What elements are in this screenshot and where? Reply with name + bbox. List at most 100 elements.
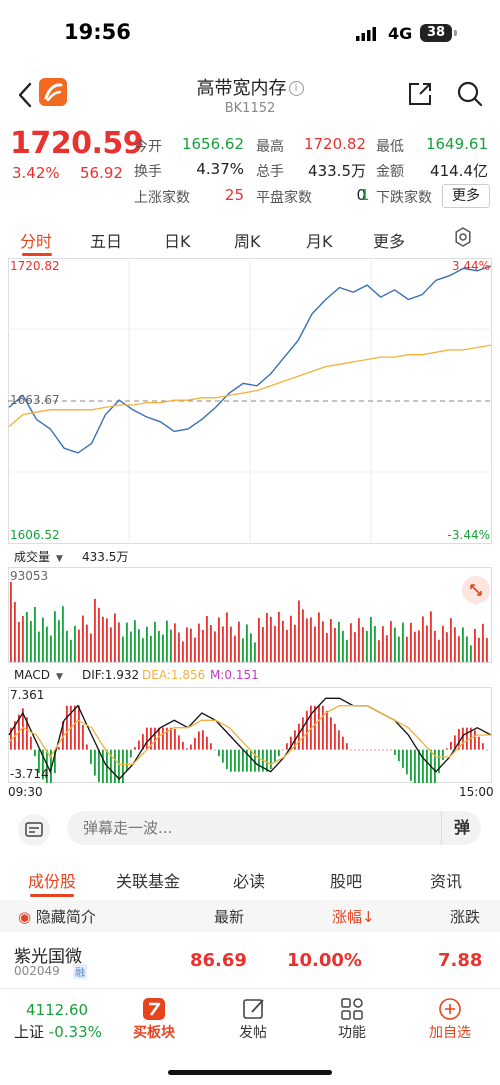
volume-bar <box>326 633 328 662</box>
share-icon[interactable] <box>406 80 434 108</box>
volume-bar <box>478 637 480 662</box>
chart-tab-5[interactable]: 更多 <box>373 232 406 251</box>
volume-bar <box>274 625 276 662</box>
volume-bar <box>114 613 116 662</box>
macd-label[interactable]: MACD ▼ <box>14 668 63 682</box>
board-code: BK1152 <box>224 101 276 116</box>
content-tab-3[interactable]: 股吧 <box>330 872 363 891</box>
chart-tab-3[interactable]: 周K <box>234 232 261 251</box>
buy-board-icon[interactable] <box>140 996 168 1022</box>
macd-bar <box>434 749 436 783</box>
expand-icon[interactable] <box>462 576 490 604</box>
volume-bar <box>346 639 348 662</box>
settings-icon[interactable] <box>453 227 473 247</box>
volume-bar <box>86 624 88 662</box>
nav-buy-board[interactable]: 买板块 <box>133 1025 175 1041</box>
index-name-row[interactable]: 上证 -0.33% <box>14 1023 102 1041</box>
macd-bar <box>86 744 88 750</box>
chart-tab-2[interactable]: 日K <box>164 232 191 251</box>
nav-functions[interactable]: 功能 <box>338 1025 366 1041</box>
volume-bar <box>458 636 460 662</box>
axis-high-label: 1720.82 <box>10 259 60 273</box>
index-value[interactable]: 4112.60 <box>26 1001 89 1019</box>
danmu-send-button[interactable]: 弹 <box>441 811 482 845</box>
post-icon[interactable] <box>240 996 268 1022</box>
macd-bar <box>474 730 476 750</box>
content-tab-4[interactable]: 资讯 <box>430 872 463 891</box>
macd-bar <box>314 705 316 750</box>
macd-bar <box>198 731 200 750</box>
volume-bar <box>474 628 476 662</box>
nav-post[interactable]: 发帖 <box>239 1025 267 1041</box>
time-end: 15:00 <box>459 785 494 799</box>
volume-bar <box>462 627 464 662</box>
macd-bar <box>390 749 392 751</box>
chart-tab-0[interactable]: 分时 <box>20 232 53 251</box>
volume-bar <box>98 607 100 662</box>
stat-label: 最低 <box>376 139 404 155</box>
macd-bar <box>242 749 244 772</box>
volume-bar <box>434 630 436 662</box>
hide-intro-toggle[interactable]: ◉ 隐藏简介 <box>18 908 96 926</box>
volume-bar <box>230 626 232 662</box>
battery-icon: 38 <box>420 24 452 42</box>
volume-bar <box>106 618 108 662</box>
add-watchlist-icon[interactable] <box>436 996 464 1022</box>
macd-bar <box>290 736 292 750</box>
macd-bar <box>486 749 488 751</box>
volume-bar <box>258 618 260 662</box>
macd-bar <box>426 749 428 783</box>
axis-ref-label: 1663.67 <box>10 393 60 407</box>
bottom-bar <box>0 988 500 1085</box>
nav-add-watchlist[interactable]: 加自选 <box>429 1025 471 1041</box>
danmu-icon[interactable] <box>18 814 50 846</box>
search-icon[interactable] <box>456 80 484 108</box>
danmu-input[interactable]: 弹幕走一波... <box>67 811 481 845</box>
column-latest[interactable]: 最新 <box>214 908 245 926</box>
macd-bar <box>318 705 320 750</box>
column-change-pct[interactable]: 涨幅↓ <box>332 908 375 926</box>
macd-bar <box>58 747 60 750</box>
volume-label[interactable]: 成交量 ▼ <box>14 550 63 564</box>
macd-bar <box>234 749 236 772</box>
macd-bar <box>354 749 356 751</box>
volume-bar <box>118 622 120 662</box>
stock-change-pct: 10.00% <box>287 950 362 971</box>
macd-bar <box>302 717 304 750</box>
stock-name[interactable]: 紫光国微 <box>14 947 82 967</box>
column-change[interactable]: 涨跌 <box>450 908 481 926</box>
macd-bar <box>266 749 268 772</box>
macd-bottom: -3.714 <box>10 767 49 781</box>
content-tab-0[interactable]: 成份股 <box>28 872 77 891</box>
functions-icon[interactable] <box>338 996 366 1022</box>
back-icon[interactable] <box>14 80 38 110</box>
intraday-chart[interactable]: 1720.82 1663.67 1606.52 3.44% -3.44% <box>8 258 492 544</box>
volume-bar <box>378 640 380 662</box>
macd-bar <box>478 736 480 750</box>
volume-bar <box>406 636 408 662</box>
signal-icon <box>356 27 376 41</box>
volume-bar <box>10 582 12 662</box>
macd-bar <box>206 736 208 750</box>
chart-tab-4[interactable]: 月K <box>306 232 333 251</box>
macd-bar <box>182 741 184 750</box>
macd-bar <box>10 727 12 750</box>
macd-bar <box>386 749 388 751</box>
macd-bar <box>142 734 144 750</box>
macd-bar <box>102 749 104 783</box>
info-icon[interactable]: i <box>288 81 304 96</box>
volume-bar <box>38 631 40 662</box>
volume-bar <box>22 616 24 662</box>
chart-tab-1[interactable]: 五日 <box>90 232 123 251</box>
macd-bar <box>482 743 484 750</box>
price-line <box>8 265 492 454</box>
content-tab-1[interactable]: 关联基金 <box>116 872 181 891</box>
macd-bar <box>66 705 68 750</box>
stock-price: 86.69 <box>190 950 247 971</box>
home-indicator[interactable] <box>168 1070 332 1075</box>
more-button[interactable]: 更多 <box>442 184 490 208</box>
macd-bar <box>82 725 84 750</box>
volume-bar <box>318 612 320 662</box>
content-tab-2[interactable]: 必读 <box>233 872 266 891</box>
macd-bar <box>458 729 460 750</box>
